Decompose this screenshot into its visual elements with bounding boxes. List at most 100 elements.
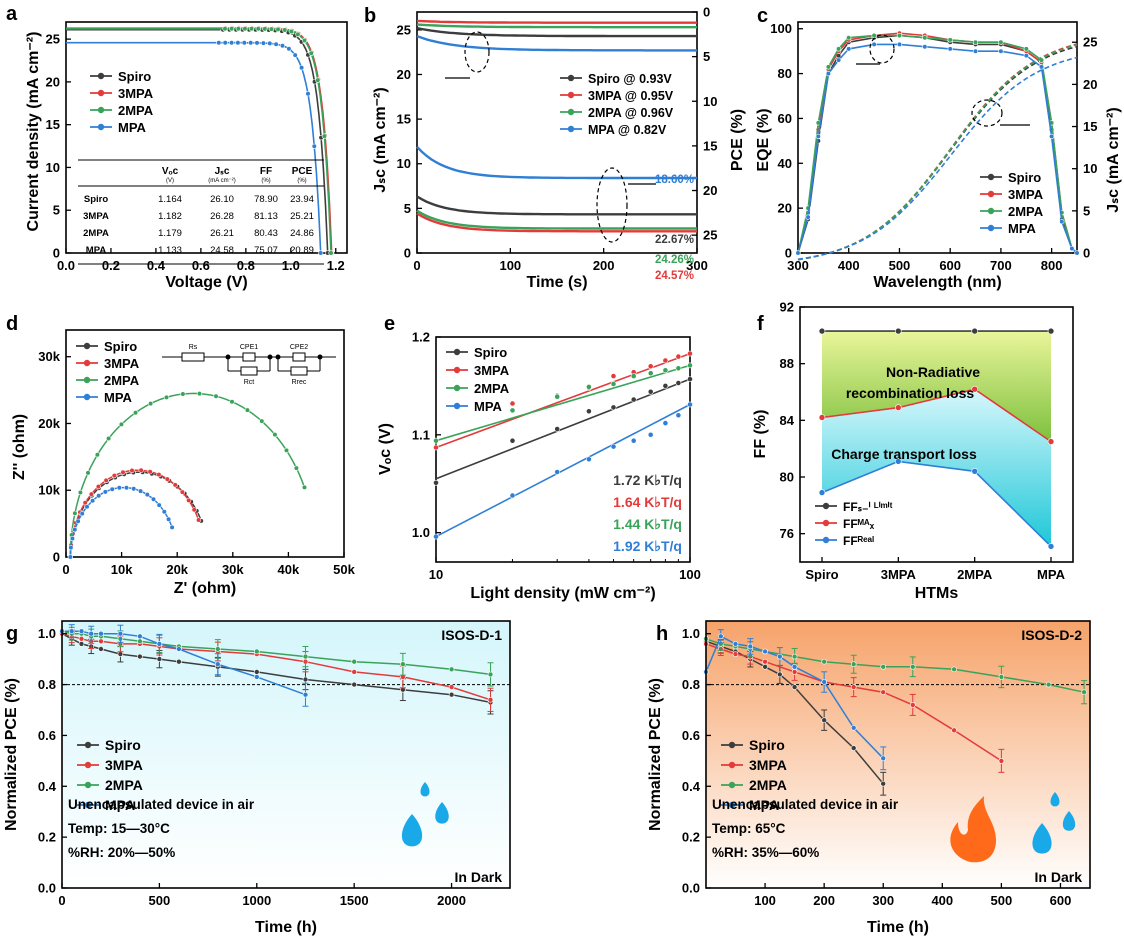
degradation-point (776, 653, 783, 660)
legend-marker (567, 91, 575, 99)
jv-point (241, 40, 247, 46)
plot-frame (799, 306, 1074, 563)
y-tick-label: 20 (46, 74, 60, 89)
nyquist-point (129, 467, 135, 474)
jv-point (248, 26, 255, 32)
nyquist-arc-mpa (69, 486, 173, 558)
panel-h: 100 200 300 400 500 600 0.0 0.2 0.4 0.6 0.8 1.0 Time… (647, 620, 1091, 936)
degradation-point (821, 717, 828, 724)
slope-label: 1.44 K♭T/q (613, 516, 682, 532)
nonradiative-loss-region (822, 331, 1051, 442)
degradation-point (253, 674, 260, 680)
nyquist-point (150, 496, 157, 502)
pce-value-label: 24.57% (655, 270, 694, 282)
highlight-ellipse (971, 99, 1003, 127)
legend-entry: FFₛ₋ⁱ ᴸⁱᵐⁱᵗ (843, 500, 893, 514)
degradation-point (302, 653, 309, 660)
degradation-point (400, 661, 406, 668)
condition-note: %RH: 35%—60% (712, 845, 819, 860)
voc-point (675, 353, 682, 360)
condition-note: Unencapsulated device in air (68, 797, 255, 812)
degradation-point (68, 628, 75, 635)
legend-entry: 3MPA (105, 757, 143, 773)
degradation-point (176, 646, 182, 652)
nyquist-point (118, 421, 124, 428)
eqe-point (835, 57, 842, 63)
legend-entry: Spiro (104, 339, 137, 354)
eqe-point (1059, 219, 1065, 225)
legend-entry: FFᴿᵉᵃˡ (843, 534, 874, 548)
jv-point (262, 26, 268, 32)
eqe-point (947, 46, 953, 52)
panel-f: f Spiro 3MPA 2MPA MPA 76 80 84 88 92 HTMs FF (%) Non… (752, 300, 1074, 602)
voc-point (509, 492, 516, 499)
nyquist-point (144, 492, 150, 498)
y-tick-label: 15 (46, 117, 60, 132)
panel-g: 0 500 1000 1500 2000 0.0 0.2 0.4 0.6 0.8 1.0 Time (… (3, 620, 511, 936)
region-label: Non-Radiative (886, 364, 980, 380)
y-tick-label: 0.0 (38, 881, 56, 896)
degradation-point (821, 658, 828, 665)
eqe-point (1048, 133, 1055, 139)
degradation-2mpa (61, 630, 491, 676)
y-tick-label: 0.8 (682, 677, 700, 692)
degradation-point (880, 755, 887, 762)
jv-point (295, 31, 301, 38)
degradation-point (762, 658, 768, 665)
plot-frame (61, 620, 511, 889)
degradation-point (850, 745, 857, 751)
highlight-ellipse (464, 31, 490, 73)
ff-point (818, 327, 826, 335)
eqe-curve-mpa (797, 43, 1078, 254)
x-tick-label: 2000 (437, 893, 466, 908)
x-tick-label: Spiro (805, 567, 838, 582)
jv-point (248, 40, 254, 46)
jv-point (216, 40, 222, 46)
jv-point (222, 40, 228, 46)
jv-point (268, 26, 275, 32)
table-cell: 81.13 (254, 211, 278, 222)
water-drop-icon (1062, 811, 1076, 831)
y-tick-label: 30k (38, 349, 60, 364)
equivalent-circuit: Rs CPE1 Rct CPE2 Rrec (162, 344, 336, 386)
legend-entry: Spiro @ 0.93V (588, 72, 672, 86)
eqe-point (871, 32, 877, 39)
eqe-point (1023, 52, 1029, 59)
x-tick-label: 100 (754, 893, 776, 908)
degradation-spiro (61, 633, 491, 704)
legend-entry: 2MPA (104, 373, 140, 388)
nyquist-point (164, 476, 170, 482)
legend-entry: FFᴹᴬₓ (843, 517, 875, 531)
water-drop-icon (1032, 823, 1052, 854)
x-tick-label: 800 (1041, 258, 1063, 273)
legend-marker (822, 519, 830, 527)
panel-letter: g (6, 623, 18, 645)
y-tick-label: 25 (397, 22, 411, 37)
x-tick-label: 100 (679, 567, 701, 582)
legend-marker (728, 761, 736, 769)
nyquist-arc-2mpa (69, 392, 306, 558)
legend-entry: MPA (104, 390, 133, 405)
degradation-point (717, 633, 724, 640)
table-cell: 23.94 (290, 194, 314, 205)
table-cell: 3MPA (83, 211, 109, 222)
degradation-point (98, 638, 104, 645)
y-tick-label: 88 (780, 356, 794, 371)
y-axis-label: Z'' (ohm) (11, 414, 28, 480)
jv-point (267, 40, 273, 47)
legend-entry: 3MPA (474, 363, 510, 378)
table-cell: Spiro (84, 194, 108, 205)
degradation-spiro (705, 640, 884, 785)
degradation-point (850, 684, 857, 690)
y-tick-label: 0 (53, 246, 60, 261)
legend-marker (822, 502, 830, 510)
eqe-point (972, 39, 979, 45)
degradation-point (909, 702, 916, 708)
ff-line-1 (821, 388, 1052, 443)
legend-entry: MPA (105, 797, 135, 813)
condition-note: %RH: 20%—50% (68, 845, 175, 860)
nyquist-point (138, 467, 144, 473)
nyquist-point (103, 477, 109, 484)
eqe-point (1069, 245, 1075, 252)
voc-point (687, 376, 693, 382)
